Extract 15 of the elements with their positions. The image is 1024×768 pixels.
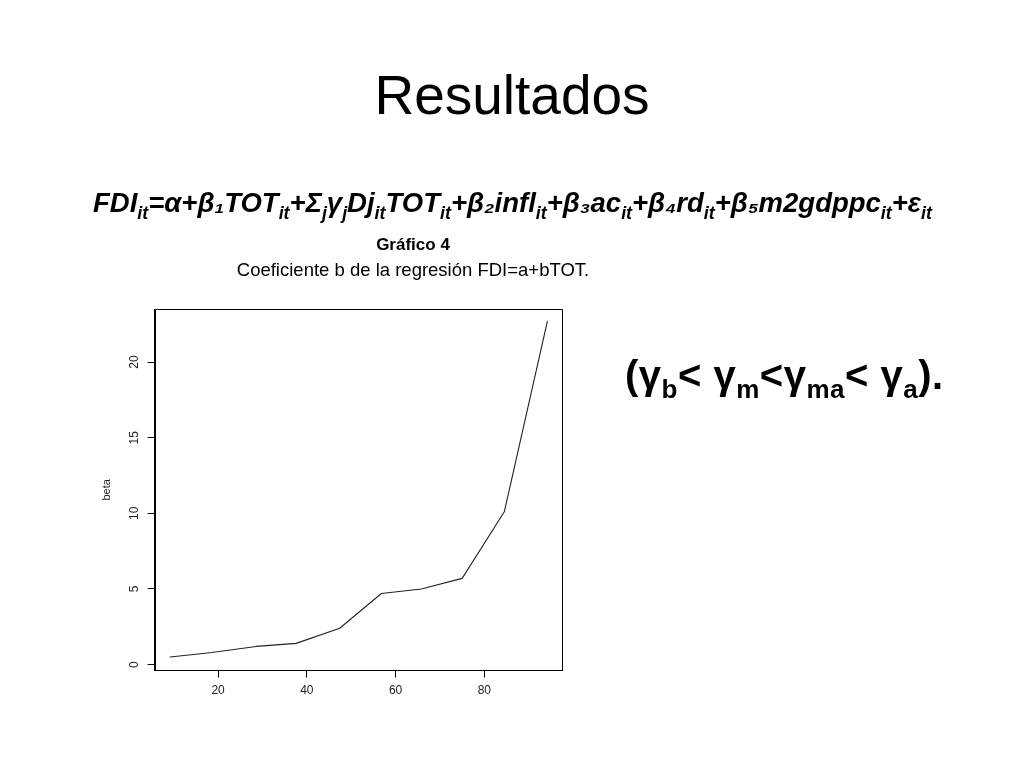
text: FDI$_{it}$=α+β₁TOT$_{it}$+Σ$_{j}$γ$_{j}$Dj$_{it}$TOT$_{it}$+β₂infl$_{it}$+β₃ac$_{it}$+β₄rd$_{it}$+β₅m2gdppc$_{it}$+ε$_{it}$ [93,187,932,223]
text: (γ$_{b}$< γ$_{m}$<γ$_{ma}$< γ$_{a}$). [625,353,944,404]
y-tick-label: 20 [127,355,142,369]
y-tick-label: 15 [127,430,142,445]
x-tick-label: 60 [388,683,403,698]
text: Resultados [373,63,651,128]
y-axis-title: beta [99,478,112,501]
x-tick-label: 20 [211,683,226,698]
y-tick-label: 0 [127,660,142,668]
x-tick-label: 80 [477,683,492,698]
x-tick-label: 40 [300,683,314,698]
chart-subtitle: Coeficiente b de la regresión FDI=a+bTOT. [235,259,591,281]
y-tick-label: 5 [127,585,142,593]
chart-title: Gráfico 4 [375,235,451,255]
y-tick-label: 10 [127,506,142,521]
